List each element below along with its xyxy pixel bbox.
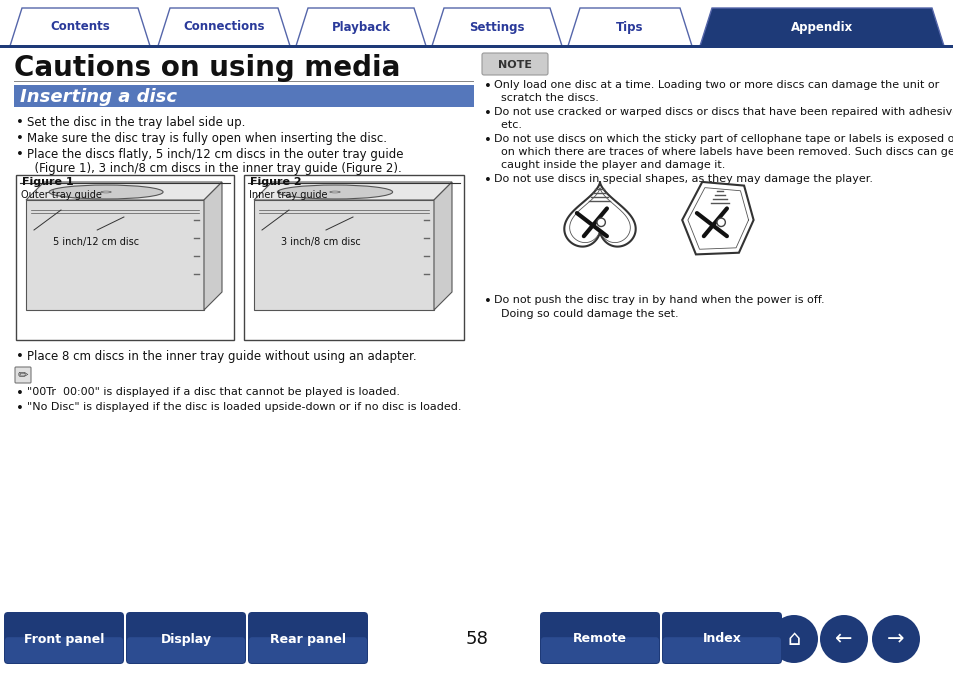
Text: •: • bbox=[483, 134, 492, 147]
Text: Display: Display bbox=[160, 633, 212, 645]
Polygon shape bbox=[26, 200, 204, 310]
Text: 58: 58 bbox=[465, 630, 488, 648]
Text: •: • bbox=[483, 295, 492, 308]
Text: etc.: etc. bbox=[494, 120, 521, 130]
Text: Do not use discs in special shapes, as they may damage the player.: Do not use discs in special shapes, as t… bbox=[494, 174, 872, 184]
Ellipse shape bbox=[330, 191, 340, 193]
Circle shape bbox=[871, 615, 919, 663]
Circle shape bbox=[769, 615, 817, 663]
Circle shape bbox=[717, 218, 724, 227]
Bar bbox=[0, 45, 953, 48]
Text: •: • bbox=[483, 80, 492, 93]
Polygon shape bbox=[564, 182, 635, 246]
Text: Playback: Playback bbox=[331, 20, 390, 34]
Text: •: • bbox=[16, 387, 24, 400]
Text: Remote: Remote bbox=[573, 633, 626, 645]
Text: •: • bbox=[16, 148, 24, 161]
Text: •: • bbox=[16, 132, 24, 145]
Text: Cautions on using media: Cautions on using media bbox=[14, 54, 400, 82]
Text: Appendix: Appendix bbox=[790, 20, 852, 34]
FancyBboxPatch shape bbox=[249, 637, 367, 663]
Text: ⌂: ⌂ bbox=[786, 629, 800, 649]
FancyBboxPatch shape bbox=[5, 637, 123, 663]
Text: Index: Index bbox=[701, 633, 740, 645]
Ellipse shape bbox=[277, 185, 393, 199]
Bar bbox=[16, 175, 233, 340]
Polygon shape bbox=[10, 8, 150, 46]
Polygon shape bbox=[204, 182, 222, 310]
Text: Figure 1: Figure 1 bbox=[22, 177, 73, 187]
Text: Make sure the disc tray is fully open when inserting the disc.: Make sure the disc tray is fully open wh… bbox=[27, 132, 387, 145]
Bar bbox=[244, 175, 463, 340]
Text: •: • bbox=[16, 350, 24, 363]
Text: Do not use discs on which the sticky part of cellophane tape or labels is expose: Do not use discs on which the sticky par… bbox=[494, 134, 953, 144]
Text: Connections: Connections bbox=[183, 20, 265, 34]
Text: Doing so could damage the set.: Doing so could damage the set. bbox=[494, 309, 678, 319]
Polygon shape bbox=[26, 182, 222, 200]
Text: scratch the discs.: scratch the discs. bbox=[494, 93, 598, 103]
Text: on which there are traces of where labels have been removed. Such discs can get: on which there are traces of where label… bbox=[494, 147, 953, 157]
Polygon shape bbox=[295, 8, 426, 46]
Text: Do not use cracked or warped discs or discs that have been repaired with adhesiv: Do not use cracked or warped discs or di… bbox=[494, 107, 953, 117]
Text: Outer tray guide: Outer tray guide bbox=[21, 190, 102, 200]
FancyBboxPatch shape bbox=[4, 612, 124, 664]
Text: Only load one disc at a time. Loading two or more discs can damage the unit or: Only load one disc at a time. Loading tw… bbox=[494, 80, 939, 90]
Text: •: • bbox=[16, 116, 24, 129]
FancyBboxPatch shape bbox=[15, 367, 30, 383]
FancyBboxPatch shape bbox=[539, 612, 659, 664]
Text: "00Tr  00:00" is displayed if a disc that cannot be played is loaded.: "00Tr 00:00" is displayed if a disc that… bbox=[27, 387, 399, 397]
FancyBboxPatch shape bbox=[662, 637, 781, 663]
FancyBboxPatch shape bbox=[540, 637, 659, 663]
Bar bbox=[14, 81, 474, 82]
Polygon shape bbox=[681, 182, 753, 254]
FancyBboxPatch shape bbox=[127, 637, 245, 663]
Text: Inner tray guide: Inner tray guide bbox=[249, 190, 327, 200]
Text: •: • bbox=[16, 402, 24, 415]
Text: Do not push the disc tray in by hand when the power is off.: Do not push the disc tray in by hand whe… bbox=[494, 295, 823, 305]
Ellipse shape bbox=[50, 185, 163, 199]
Text: "No Disc" is displayed if the disc is loaded upside-down or if no disc is loaded: "No Disc" is displayed if the disc is lo… bbox=[27, 402, 461, 412]
Text: Inserting a disc: Inserting a disc bbox=[20, 87, 177, 106]
Ellipse shape bbox=[101, 191, 112, 193]
Polygon shape bbox=[432, 8, 561, 46]
Polygon shape bbox=[700, 8, 943, 46]
Text: NOTE: NOTE bbox=[497, 59, 532, 69]
Text: •: • bbox=[483, 107, 492, 120]
Polygon shape bbox=[567, 8, 691, 46]
Text: ←: ← bbox=[835, 629, 852, 649]
Circle shape bbox=[597, 218, 605, 227]
Polygon shape bbox=[158, 8, 290, 46]
Text: Tips: Tips bbox=[616, 20, 643, 34]
Bar bbox=[14, 85, 474, 107]
Circle shape bbox=[820, 615, 867, 663]
Text: Rear panel: Rear panel bbox=[270, 633, 346, 645]
Text: Place the discs flatly, 5 inch/12 cm discs in the outer tray guide: Place the discs flatly, 5 inch/12 cm dis… bbox=[27, 148, 403, 161]
Text: Set the disc in the tray label side up.: Set the disc in the tray label side up. bbox=[27, 116, 245, 129]
Text: 3 inch/8 cm disc: 3 inch/8 cm disc bbox=[281, 237, 360, 247]
Text: Place 8 cm discs in the inner tray guide without using an adapter.: Place 8 cm discs in the inner tray guide… bbox=[27, 350, 416, 363]
Text: ✏: ✏ bbox=[18, 369, 29, 382]
Polygon shape bbox=[253, 182, 452, 200]
FancyBboxPatch shape bbox=[661, 612, 781, 664]
Polygon shape bbox=[434, 182, 452, 310]
Text: Figure 2: Figure 2 bbox=[250, 177, 301, 187]
Text: •: • bbox=[483, 174, 492, 187]
Polygon shape bbox=[253, 200, 434, 310]
Text: (Figure 1), 3 inch/8 cm discs in the inner tray guide (Figure 2).: (Figure 1), 3 inch/8 cm discs in the inn… bbox=[27, 162, 401, 175]
Text: 5 inch/12 cm disc: 5 inch/12 cm disc bbox=[52, 237, 139, 247]
FancyBboxPatch shape bbox=[248, 612, 368, 664]
Text: Front panel: Front panel bbox=[24, 633, 104, 645]
Text: Settings: Settings bbox=[469, 20, 524, 34]
FancyBboxPatch shape bbox=[126, 612, 246, 664]
Text: Contents: Contents bbox=[51, 20, 110, 34]
Text: caught inside the player and damage it.: caught inside the player and damage it. bbox=[494, 160, 724, 170]
FancyBboxPatch shape bbox=[481, 53, 547, 75]
Text: →: → bbox=[886, 629, 903, 649]
